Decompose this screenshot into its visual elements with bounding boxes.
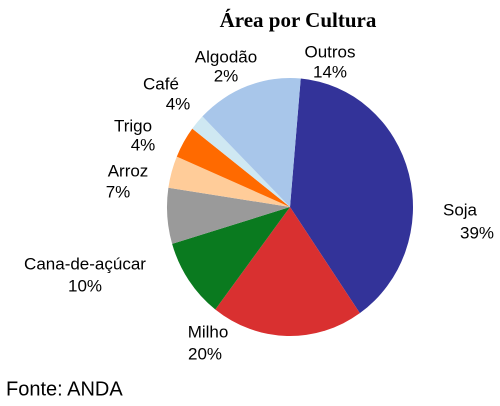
pie-slice <box>202 78 301 207</box>
slice-value-label: 4% <box>131 135 156 154</box>
slice-label: Milho <box>188 322 229 341</box>
pie-slice <box>290 78 413 314</box>
slice-value-label: 10% <box>68 276 102 295</box>
slice-label: Algodão <box>195 47 257 66</box>
slice-label: Soja <box>443 200 478 219</box>
slice-value-label: 4% <box>166 94 191 113</box>
slice-value-label: 39% <box>460 223 494 242</box>
source: Fonte: ANDA <box>6 378 123 400</box>
slice-value-label: 2% <box>214 66 239 85</box>
pie-slice <box>172 207 290 310</box>
pie-slice <box>166 187 290 244</box>
pie-slice <box>176 128 290 207</box>
slice-label: Arroz <box>108 161 149 180</box>
pie-slice <box>168 156 290 207</box>
slice-value-label: 20% <box>188 344 222 363</box>
slice-label: Outros <box>304 42 355 61</box>
pie-slice <box>215 207 360 336</box>
slice-label: Cana-de-açúcar <box>24 254 146 273</box>
chart-title: Área por Cultura <box>220 8 377 32</box>
pie-slice <box>192 116 290 207</box>
slice-value-label: 14% <box>313 62 347 81</box>
slice-value-label: 7% <box>106 182 131 201</box>
slice-label: Trigo <box>114 116 152 135</box>
slice-label: Café <box>143 74 179 93</box>
